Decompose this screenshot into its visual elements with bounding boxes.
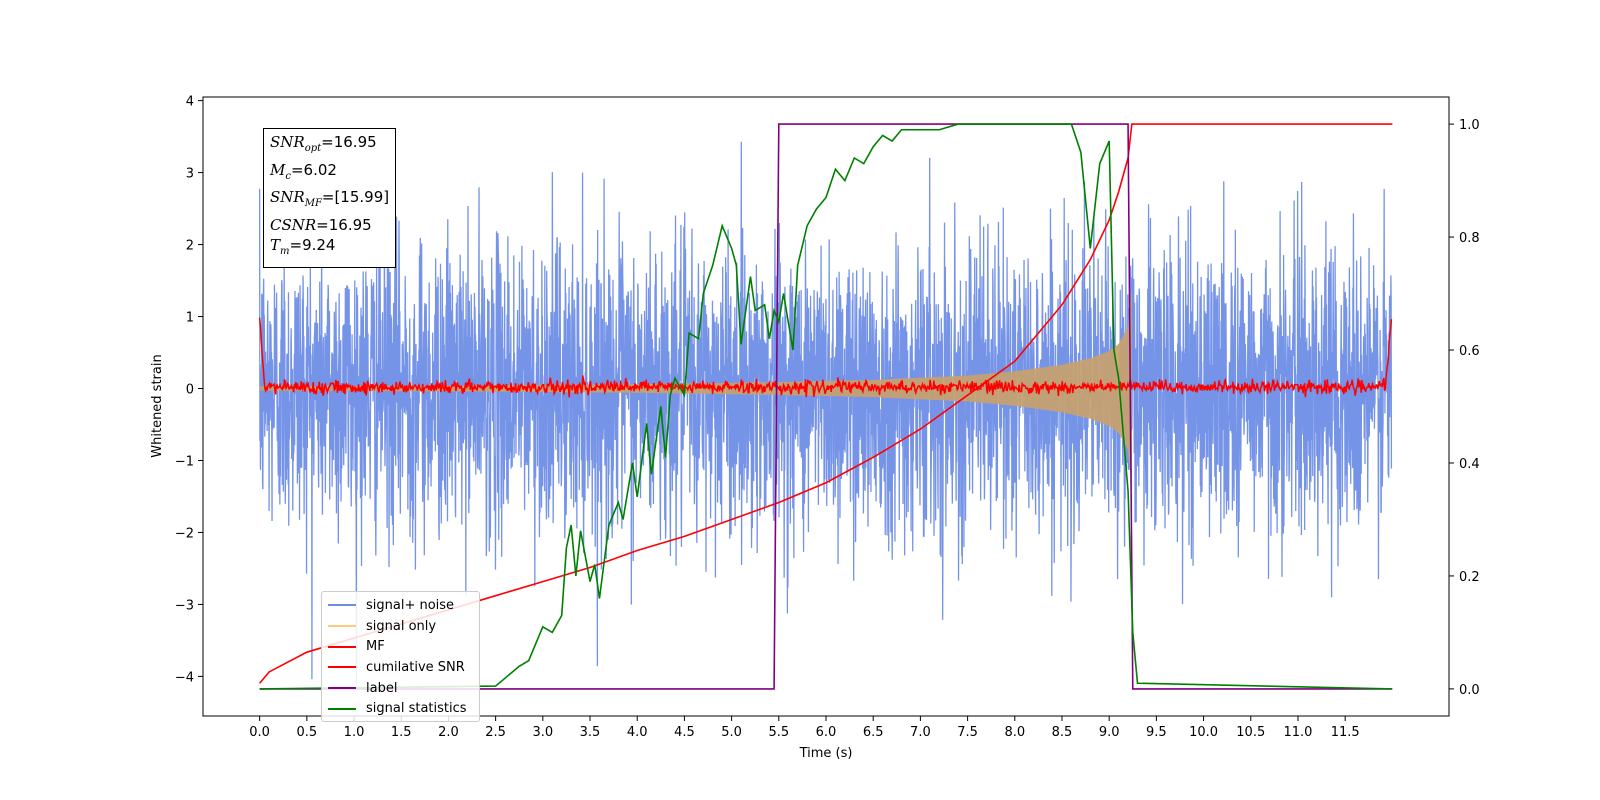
x-tick-label: 7.0: [910, 725, 931, 740]
y2-tick-label: 0.2: [1459, 570, 1480, 585]
merger-time-annotation: Tm=9.24: [270, 236, 336, 257]
legend-item-cumulative-snr: cumilative SNR: [322, 657, 479, 678]
signal-statistics-line: [259, 123, 1393, 690]
x-tick-label: 0.5: [296, 725, 317, 740]
y2-tick-label: 0.4: [1459, 457, 1480, 472]
legend-item-signal-statistics: signal statistics: [322, 698, 479, 719]
x-tick-label: 2.5: [485, 725, 506, 740]
y-tick-label: 2: [186, 239, 194, 254]
csnr-annotation: CSNR=16.95: [270, 215, 372, 234]
legend-swatch: [328, 666, 356, 669]
legend: signal+ noise signal only MF cumilative …: [321, 591, 480, 723]
y-tick-label: 3: [186, 167, 194, 182]
y-tick-label: −1: [175, 454, 194, 469]
legend-item-signal-noise: signal+ noise: [322, 595, 479, 616]
x-tick-label: 7.5: [957, 725, 978, 740]
y-axis-title: Whitened strain: [150, 354, 165, 457]
y2-tick-label: 0.0: [1459, 683, 1480, 698]
y-axis-left: 4 3 2 1 0 −1 −2 −3 −4: [175, 95, 203, 685]
y2-tick-label: 0.8: [1459, 231, 1480, 246]
legend-swatch: [328, 625, 356, 628]
x-axis: 0.0 0.5 1.0 1.5 2.0 2.5 3.0 3.5 4.0 4.5 5.0 5.5 6.0 6…: [249, 716, 1360, 740]
snr-mf-annotation: SNRMF=[15.99]: [270, 188, 390, 209]
y2-tick-label: 1.0: [1459, 118, 1480, 133]
annotation-box: SNRopt=16.95 Mc=6.02 SNRMF=[15.99] CSNR=…: [263, 128, 397, 268]
signal-noise-line: [258, 141, 1393, 684]
y-tick-label: 1: [186, 311, 194, 326]
x-tick-label: 2.0: [438, 725, 459, 740]
y2-tick-label: 0.6: [1459, 344, 1480, 359]
x-tick-label: 4.0: [627, 725, 648, 740]
y-tick-label: 0: [186, 383, 194, 398]
x-tick-label: 1.0: [344, 725, 365, 740]
x-tick-label: 10.5: [1236, 725, 1265, 740]
x-tick-label: 4.5: [674, 725, 695, 740]
x-tick-label: 8.5: [1052, 725, 1073, 740]
legend-swatch: [328, 604, 356, 607]
snr-opt-annotation: SNRopt=16.95: [270, 133, 377, 154]
y-tick-label: −2: [175, 526, 194, 541]
label-line: [259, 123, 1392, 690]
x-tick-label: 8.0: [1004, 725, 1025, 740]
legend-label: signal statistics: [366, 701, 467, 717]
x-tick-label: 9.5: [1146, 725, 1167, 740]
x-tick-label: 10.0: [1189, 725, 1218, 740]
y-tick-label: 4: [186, 95, 194, 110]
x-tick-label: 6.5: [863, 725, 884, 740]
legend-item-signal-only: signal only: [322, 616, 479, 637]
x-tick-label: 1.5: [391, 725, 412, 740]
y-axis-right: 1.0 0.8 0.6 0.4 0.2 0.0: [1449, 118, 1480, 698]
x-tick-label: 11.5: [1331, 725, 1360, 740]
x-tick-label: 3.0: [532, 725, 553, 740]
x-tick-label: 11.0: [1283, 725, 1312, 740]
legend-label: label: [366, 680, 398, 696]
x-tick-label: 6.0: [816, 725, 837, 740]
x-tick-label: 9.0: [1099, 725, 1120, 740]
legend-label: signal only: [366, 618, 437, 634]
mf-line: [258, 317, 1393, 398]
legend-item-label: label: [322, 678, 479, 699]
legend-item-mf: MF: [322, 636, 479, 657]
x-axis-title: Time (s): [799, 746, 853, 761]
legend-label: signal+ noise: [366, 597, 455, 613]
y-tick-label: −4: [175, 670, 194, 685]
y-tick-label: −3: [175, 598, 194, 613]
x-tick-label: 5.0: [721, 725, 742, 740]
x-tick-label: 0.0: [249, 725, 270, 740]
x-tick-label: 3.5: [580, 725, 601, 740]
legend-label: MF: [366, 639, 385, 655]
chirp-mass-annotation: Mc=6.02: [270, 160, 337, 182]
legend-swatch: [328, 687, 356, 690]
x-tick-label: 5.5: [768, 725, 789, 740]
legend-swatch: [328, 707, 356, 710]
legend-swatch: [328, 645, 356, 648]
legend-label: cumilative SNR: [366, 659, 465, 675]
